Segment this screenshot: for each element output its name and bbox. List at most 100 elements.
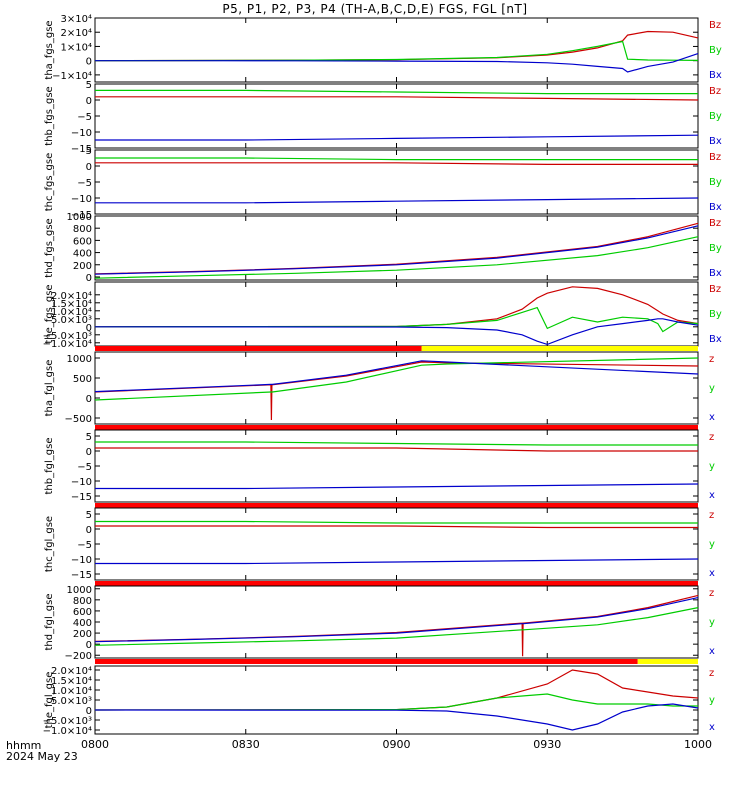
series-line-z — [94, 30, 699, 62]
series-line-y — [95, 520, 698, 524]
y-tick-label: 400 — [73, 249, 92, 260]
legend-entry-x: Bx — [709, 334, 722, 345]
status-bar-segment — [95, 346, 422, 351]
y-tick-label: 1.0×10⁴ — [51, 307, 92, 318]
y-tick-label: 200 — [73, 261, 92, 272]
y-tick-label: 0 — [86, 162, 92, 173]
y-tick-label: −5 — [77, 462, 92, 473]
legend-entry-x: x — [709, 722, 715, 733]
y-tick-label: 0 — [86, 323, 92, 334]
y-axis-label: the_fgs_gse — [44, 284, 55, 343]
y-tick-label: −5 — [77, 540, 92, 551]
y-tick-label: 600 — [73, 236, 92, 247]
y-tick-label: 0 — [86, 96, 92, 107]
legend-entry-x: x — [709, 490, 715, 501]
date-label: 2024 May 23 — [6, 750, 78, 763]
legend-entry-z: Bz — [709, 86, 721, 97]
status-bar-segment — [421, 346, 698, 351]
y-axis-label: thb_fgs_gse — [44, 86, 55, 145]
y-tick-label: 800 — [73, 224, 92, 235]
y-tick-label: 1×10⁴ — [61, 42, 92, 53]
series-line-y — [94, 40, 699, 62]
y-axis-label: thd_fgl_gse — [44, 594, 55, 651]
series-line-z — [95, 96, 699, 101]
y-axis-label: thb_fgl_gse — [44, 438, 55, 495]
y-tick-label: −5.0×10³ — [43, 331, 92, 342]
series-line-x — [95, 53, 699, 73]
y-tick-label: 5 — [86, 146, 92, 157]
series-line-y — [94, 357, 699, 401]
legend-entry-z: z — [709, 668, 714, 679]
status-bar-segment — [95, 659, 638, 664]
legend-entry-y: By — [709, 45, 722, 56]
status-bar-segment — [637, 659, 698, 664]
status-bar-segment — [95, 425, 698, 430]
y-tick-label: 0 — [86, 394, 92, 405]
y-tick-label: 1.5×10⁴ — [51, 299, 92, 310]
y-tick-label: 0 — [86, 447, 92, 458]
x-tick-label: 0900 — [383, 738, 411, 751]
legend-entry-x: Bx — [709, 268, 722, 279]
y-tick-label: −1×10⁴ — [52, 71, 92, 82]
legend-entry-x: Bx — [709, 202, 722, 213]
panel-frame — [94, 507, 699, 581]
series-line-y — [95, 441, 698, 446]
series-line-x — [95, 558, 699, 565]
series-line-z — [95, 525, 698, 529]
y-tick-label: −200 — [65, 651, 92, 662]
legend-entry-z: Bz — [709, 218, 721, 229]
legend-entry-x: Bx — [709, 70, 722, 81]
x-tick-label: 1000 — [684, 738, 712, 751]
time-axis-label: hhmm — [6, 739, 42, 752]
chart-title: P5, P1, P2, P3, P4 (TH-A,B,C,D,E) FGS, F… — [222, 2, 528, 16]
y-tick-label: 600 — [73, 607, 92, 618]
series-line-x — [94, 360, 699, 393]
series-line-y — [95, 89, 698, 95]
series-line-x — [94, 597, 699, 643]
legend-entry-y: By — [709, 309, 722, 320]
series-line-z — [95, 162, 698, 165]
series-line-z — [94, 594, 699, 657]
y-tick-label: 200 — [73, 629, 92, 640]
y-tick-label: 5 — [86, 432, 92, 443]
panel-frame — [94, 665, 699, 735]
series-line-x — [95, 197, 699, 204]
y-tick-label: −5 — [77, 112, 92, 123]
y-tick-label: 500 — [73, 374, 92, 385]
y-tick-label: −1.0×10⁴ — [43, 726, 92, 737]
legend-entry-y: y — [709, 461, 715, 472]
y-tick-label: 0 — [86, 706, 92, 717]
y-tick-label: −15 — [71, 210, 92, 221]
series-line-z — [94, 222, 699, 275]
y-tick-label: 2.0×10⁴ — [51, 291, 92, 302]
y-tick-label: 0 — [86, 640, 92, 651]
y-tick-label: 0 — [86, 525, 92, 536]
legend-entry-x: x — [709, 568, 715, 579]
legend-entry-y: y — [709, 383, 715, 394]
panel-frame — [94, 17, 699, 83]
legend-entry-y: By — [709, 111, 722, 122]
x-tick-label: 0830 — [232, 738, 260, 751]
legend-entry-z: z — [709, 510, 714, 521]
series-line-x — [95, 134, 699, 141]
legend-entry-x: Bx — [709, 136, 722, 147]
y-tick-label: 1000 — [67, 354, 92, 365]
y-axis-label: the_fgl_gse — [44, 672, 55, 729]
y-tick-label: 1000 — [67, 212, 92, 223]
legend-entry-z: Bz — [709, 284, 721, 295]
y-axis-label: tha_fgs_gse — [44, 20, 55, 79]
y-tick-label: 1.5×10⁴ — [51, 676, 92, 687]
series-line-x — [94, 318, 699, 346]
series-line-y — [94, 693, 698, 711]
y-tick-label: −15 — [71, 570, 92, 581]
series-line-y — [94, 607, 699, 646]
x-tick-label: 0930 — [533, 738, 561, 751]
y-tick-label: 400 — [73, 618, 92, 629]
legend-entry-y: y — [709, 539, 715, 550]
legend-entry-y: y — [709, 695, 715, 706]
y-tick-label: 5.0×10³ — [51, 315, 92, 326]
series-line-x — [94, 225, 699, 275]
legend-entry-y: By — [709, 243, 722, 254]
y-tick-label: −10 — [71, 555, 92, 566]
